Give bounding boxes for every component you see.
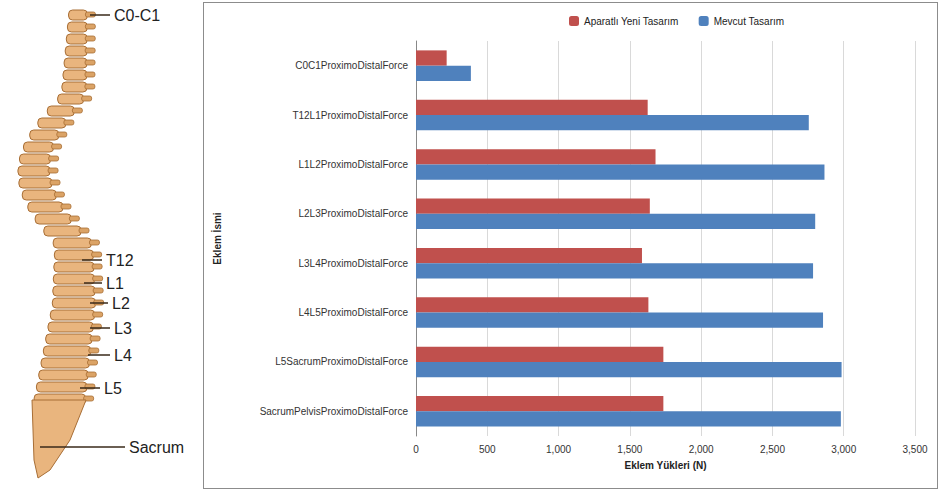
svg-text:L5: L5 bbox=[104, 380, 122, 397]
svg-text:3,500: 3,500 bbox=[902, 444, 927, 455]
svg-text:Aparatlı Yeni Tasarım: Aparatlı Yeni Tasarım bbox=[584, 16, 678, 27]
svg-text:2,500: 2,500 bbox=[760, 444, 785, 455]
svg-text:Eklem Yükleri (N): Eklem Yükleri (N) bbox=[624, 460, 706, 471]
svg-text:L5SacrumProximoDistalForce: L5SacrumProximoDistalForce bbox=[275, 356, 408, 367]
svg-text:Eklem İsmi: Eklem İsmi bbox=[211, 212, 223, 264]
svg-text:T12L1ProximoDistalForce: T12L1ProximoDistalForce bbox=[292, 110, 408, 121]
svg-text:1,000: 1,000 bbox=[546, 444, 571, 455]
svg-text:L4: L4 bbox=[114, 347, 132, 364]
svg-text:L4L5ProximoDistalForce: L4L5ProximoDistalForce bbox=[299, 307, 409, 318]
svg-text:L3L4ProximoDistalForce: L3L4ProximoDistalForce bbox=[299, 258, 409, 269]
svg-text:L3: L3 bbox=[114, 320, 132, 337]
svg-text:SacrumPelvisProximoDistalForce: SacrumPelvisProximoDistalForce bbox=[260, 406, 409, 417]
svg-text:L1L2ProximoDistalForce: L1L2ProximoDistalForce bbox=[299, 159, 409, 170]
svg-text:2,000: 2,000 bbox=[689, 444, 714, 455]
svg-text:3,000: 3,000 bbox=[831, 444, 856, 455]
svg-text:1,500: 1,500 bbox=[617, 444, 642, 455]
svg-text:T12: T12 bbox=[106, 252, 134, 269]
svg-text:C0C1ProximoDistalForce: C0C1ProximoDistalForce bbox=[295, 60, 408, 71]
svg-text:Sacrum: Sacrum bbox=[129, 439, 184, 456]
svg-text:L2: L2 bbox=[112, 295, 130, 312]
svg-text:L1: L1 bbox=[106, 275, 124, 292]
svg-text:0: 0 bbox=[413, 444, 419, 455]
svg-text:Mevcut Tasarım: Mevcut Tasarım bbox=[714, 16, 784, 27]
svg-text:L2L3ProximoDistalForce: L2L3ProximoDistalForce bbox=[299, 208, 409, 219]
svg-text:C0-C1: C0-C1 bbox=[114, 7, 160, 24]
svg-text:500: 500 bbox=[479, 444, 496, 455]
